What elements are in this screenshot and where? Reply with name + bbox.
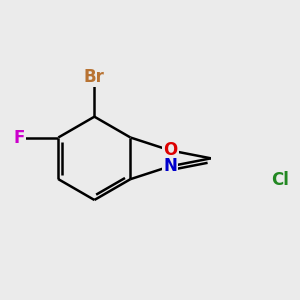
Text: F: F — [13, 128, 25, 146]
Text: Cl: Cl — [271, 171, 289, 189]
Text: N: N — [163, 157, 177, 175]
Text: O: O — [163, 141, 177, 159]
Text: Br: Br — [84, 68, 105, 86]
